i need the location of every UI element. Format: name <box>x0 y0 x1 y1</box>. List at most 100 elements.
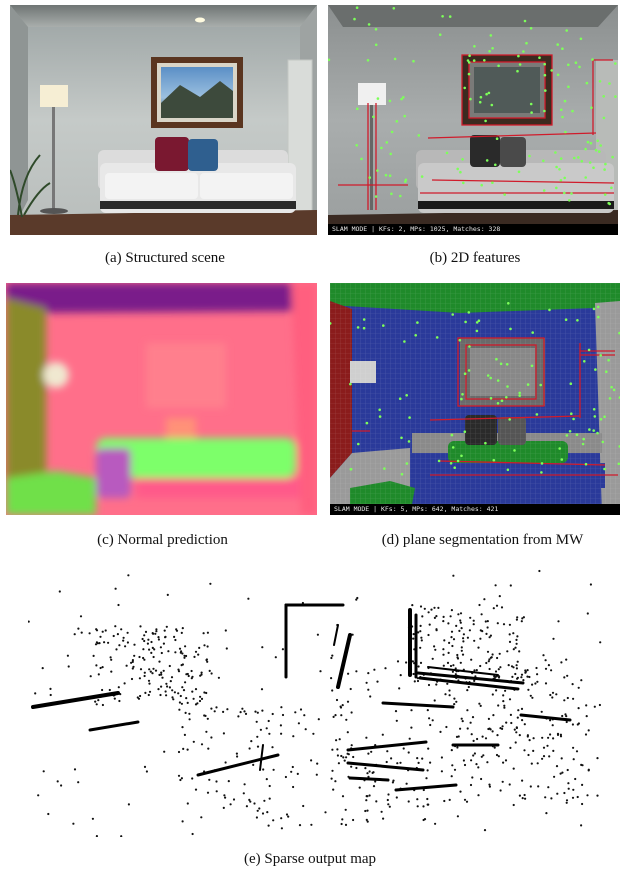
map-point <box>426 803 429 806</box>
feature-point <box>378 415 382 418</box>
map-point <box>138 677 141 680</box>
map-point <box>516 716 519 719</box>
map-point <box>512 767 515 770</box>
map-point <box>341 704 344 707</box>
map-point <box>419 605 423 608</box>
map-point <box>457 613 460 616</box>
feature-point <box>451 313 454 316</box>
map-point <box>487 660 490 663</box>
map-point <box>345 756 348 759</box>
map-point <box>514 672 517 676</box>
feature-point <box>468 345 471 348</box>
feature-point <box>399 194 402 198</box>
map-point <box>191 777 194 780</box>
map-point <box>224 629 227 632</box>
map-point <box>130 661 133 664</box>
map-point <box>349 687 352 691</box>
feature-point <box>588 428 591 431</box>
feature-point <box>569 382 573 385</box>
map-point <box>224 796 227 799</box>
map-point <box>255 720 258 723</box>
map-point <box>504 759 508 762</box>
map-point <box>523 723 526 726</box>
map-point <box>143 658 146 661</box>
map-point <box>411 604 414 607</box>
map-point <box>56 780 59 783</box>
map-point <box>243 710 246 713</box>
map-point <box>310 823 313 826</box>
map-point <box>536 762 539 765</box>
map-point <box>503 706 506 709</box>
map-point <box>585 704 588 707</box>
map-point <box>194 788 198 791</box>
map-point <box>496 734 499 737</box>
feature-point <box>405 394 408 397</box>
feature-point <box>618 445 620 448</box>
map-point <box>479 704 482 707</box>
map-point <box>255 816 258 819</box>
map-point <box>167 650 170 653</box>
map-point <box>443 639 446 642</box>
map-point <box>265 778 268 781</box>
map-point <box>365 799 368 802</box>
map-point <box>166 593 169 596</box>
feature-point <box>435 336 439 339</box>
map-point <box>147 638 150 641</box>
feature-point <box>460 397 463 401</box>
map-point <box>429 723 432 727</box>
map-point <box>482 754 485 757</box>
map-point <box>559 735 563 738</box>
feature-point <box>543 62 546 66</box>
feature-point <box>384 173 388 177</box>
map-point <box>222 806 225 809</box>
map-point <box>416 679 420 683</box>
feature-point <box>402 96 405 99</box>
feature-point <box>618 396 620 399</box>
map-point <box>73 633 76 636</box>
map-point <box>512 803 515 807</box>
map-point <box>455 624 458 627</box>
map-point <box>222 710 225 713</box>
feature-point <box>561 47 564 50</box>
map-point <box>566 674 569 677</box>
map-point <box>95 629 99 632</box>
map-point <box>396 762 399 765</box>
map-point <box>330 656 333 660</box>
feature-point <box>583 360 586 363</box>
map-point <box>421 757 424 760</box>
map-point <box>350 765 353 768</box>
map-point <box>122 639 125 642</box>
map-point <box>471 776 474 779</box>
map-point <box>521 797 524 800</box>
feature-point <box>496 379 500 382</box>
feature-point <box>483 59 486 62</box>
map-point <box>412 637 415 640</box>
map-point <box>544 796 547 799</box>
map-point <box>193 655 196 658</box>
map-point <box>450 636 453 639</box>
feature-point <box>495 357 498 361</box>
map-point <box>155 628 158 631</box>
map-point <box>341 818 344 821</box>
feature-point <box>494 163 497 167</box>
map-point <box>426 769 429 772</box>
map-point <box>198 646 201 649</box>
map-point <box>302 804 305 808</box>
map-point <box>484 737 488 740</box>
map-point <box>148 682 151 685</box>
map-point <box>179 778 182 782</box>
map-point <box>208 778 211 781</box>
map-point <box>547 664 551 667</box>
map-point <box>164 690 167 693</box>
map-point <box>210 736 213 739</box>
map-point <box>372 785 376 788</box>
map-point <box>97 673 100 676</box>
map-point <box>442 653 445 656</box>
map-point <box>99 635 102 638</box>
map-point <box>522 679 525 682</box>
map-point <box>298 824 302 827</box>
map-point <box>497 755 500 758</box>
feature-point <box>403 340 406 343</box>
caption-d: (d) plane segmentation from MW <box>381 532 584 548</box>
map-point <box>563 791 566 795</box>
